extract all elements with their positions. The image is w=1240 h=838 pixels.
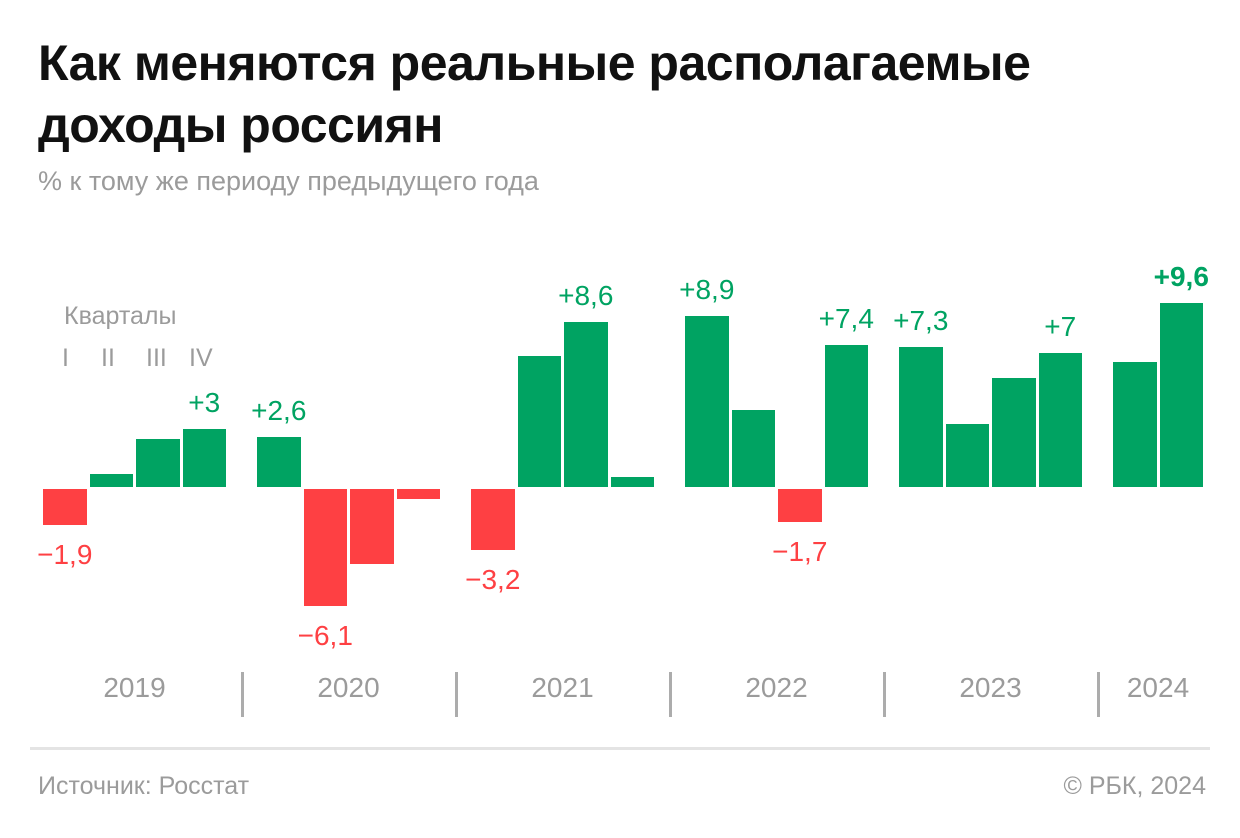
year-divider-2022 (669, 672, 672, 717)
bar-2020-q1 (257, 437, 301, 487)
bar-2021-q2 (517, 356, 561, 487)
value-label-2022-q1: +8,9 (679, 274, 735, 306)
year-divider-2023 (883, 672, 886, 717)
value-label-2021-q1: −3,2 (465, 564, 521, 596)
bar-2019-q3 (136, 439, 180, 487)
value-label-2022-q3: −1,7 (772, 535, 828, 567)
page-title-line-2: доходы россиян (38, 97, 443, 153)
year-label-2019: 2019 (103, 672, 166, 703)
bar-2024-q2 (1159, 302, 1203, 487)
bar-2020-q3 (350, 489, 394, 564)
bar-2020-q2 (303, 489, 347, 607)
bar-2021-q3 (564, 321, 608, 487)
year-label-2024: 2024 (1126, 672, 1190, 703)
year-divider-2021 (455, 672, 458, 717)
footer-divider (30, 747, 1210, 750)
value-label-2023-q4: +7 (1044, 310, 1077, 342)
value-label-2024-q2: +9,6 (1153, 260, 1209, 292)
bar-2022-q2 (731, 410, 775, 487)
source-label: Источник: Росстат (38, 772, 250, 800)
value-label-2020-q2: −6,1 (297, 620, 353, 652)
year-divider-2020 (241, 672, 244, 717)
quarter-label-ii: II (101, 344, 115, 372)
quarters-legend-title: Кварталы (64, 302, 177, 330)
year-label-2020: 2020 (317, 672, 380, 703)
bar-2022-q3 (778, 489, 822, 522)
bar-2019-q4 (182, 429, 226, 487)
quarter-label-iv: IV (189, 344, 213, 372)
value-label-2021-q3: +8,6 (558, 279, 614, 311)
bar-2023-q3 (992, 377, 1036, 487)
value-label-2022-q4: +7,4 (818, 302, 874, 334)
year-label-2022: 2022 (745, 672, 808, 703)
bar-2023-q2 (945, 423, 989, 487)
value-label-2019-q4: +3 (188, 387, 221, 419)
bar-2021-q1 (471, 489, 515, 551)
bar-2024-q1 (1113, 362, 1157, 487)
quarter-label-iii: III (146, 344, 167, 372)
bar-2022-q1 (685, 316, 729, 487)
bar-2023-q4 (1038, 352, 1082, 487)
value-label-2020-q1: +2,6 (251, 395, 307, 427)
year-divider-2024 (1097, 672, 1100, 717)
bar-2023-q1 (899, 346, 943, 487)
page-title-line-1: Как меняются реальные располагаемые (38, 35, 1031, 91)
bar-2021-q4 (610, 477, 654, 487)
year-label-2023: 2023 (959, 672, 1022, 703)
copyright-label: © РБК, 2024 (1063, 772, 1206, 800)
bar-2019-q1 (43, 489, 87, 526)
value-label-2019-q1: −1,9 (37, 539, 93, 571)
year-label-2021: 2021 (531, 672, 594, 703)
chart-subtitle: % к тому же периоду предыдущего года (38, 166, 539, 196)
bar-2022-q4 (824, 344, 868, 487)
value-label-2023-q1: +7,3 (893, 304, 949, 336)
page-title: Как меняются реальные располагаемые дохо… (38, 32, 1138, 156)
bar-2019-q2 (89, 473, 133, 487)
bar-2020-q4 (396, 489, 440, 499)
quarter-label-i: I (62, 344, 69, 372)
